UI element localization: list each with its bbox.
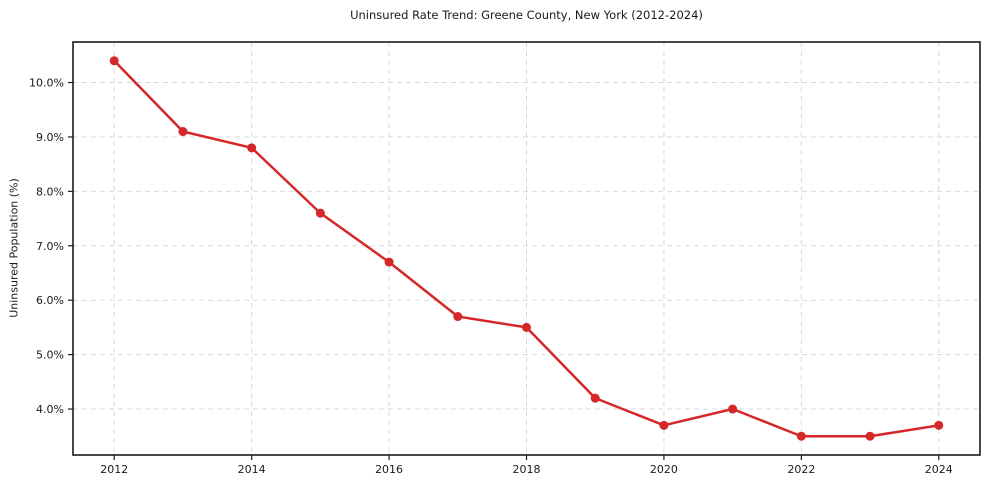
- y-axis-label: Uninsured Population (%): [7, 178, 21, 318]
- data-point: [384, 257, 394, 267]
- y-tick-label: 7.0%: [36, 240, 64, 253]
- x-tick-label: 2020: [650, 463, 678, 476]
- data-point: [315, 208, 325, 218]
- x-tick-label: 2024: [925, 463, 953, 476]
- y-tick-label: 6.0%: [36, 294, 64, 307]
- data-point: [796, 431, 806, 441]
- x-tick-label: 2022: [787, 463, 815, 476]
- data-point: [178, 127, 188, 137]
- y-tick-label: 9.0%: [36, 131, 64, 144]
- data-point: [590, 393, 600, 403]
- x-tick-label: 2012: [100, 463, 128, 476]
- x-tick-label: 2018: [513, 463, 541, 476]
- x-tick-label: 2016: [375, 463, 403, 476]
- data-point: [728, 404, 738, 414]
- chart-title: Uninsured Rate Trend: Greene County, New…: [350, 8, 703, 22]
- data-point: [522, 322, 531, 332]
- y-tick-label: 8.0%: [36, 185, 64, 198]
- data-point: [109, 56, 119, 66]
- data-point: [247, 143, 257, 153]
- y-tick-label: 5.0%: [36, 349, 64, 362]
- data-point: [865, 431, 875, 441]
- data-point: [934, 420, 944, 430]
- data-point: [659, 420, 669, 430]
- y-tick-label: 4.0%: [36, 403, 64, 416]
- data-point: [453, 312, 463, 322]
- x-tick-label: 2014: [238, 463, 266, 476]
- y-tick-label: 10.0%: [29, 77, 64, 90]
